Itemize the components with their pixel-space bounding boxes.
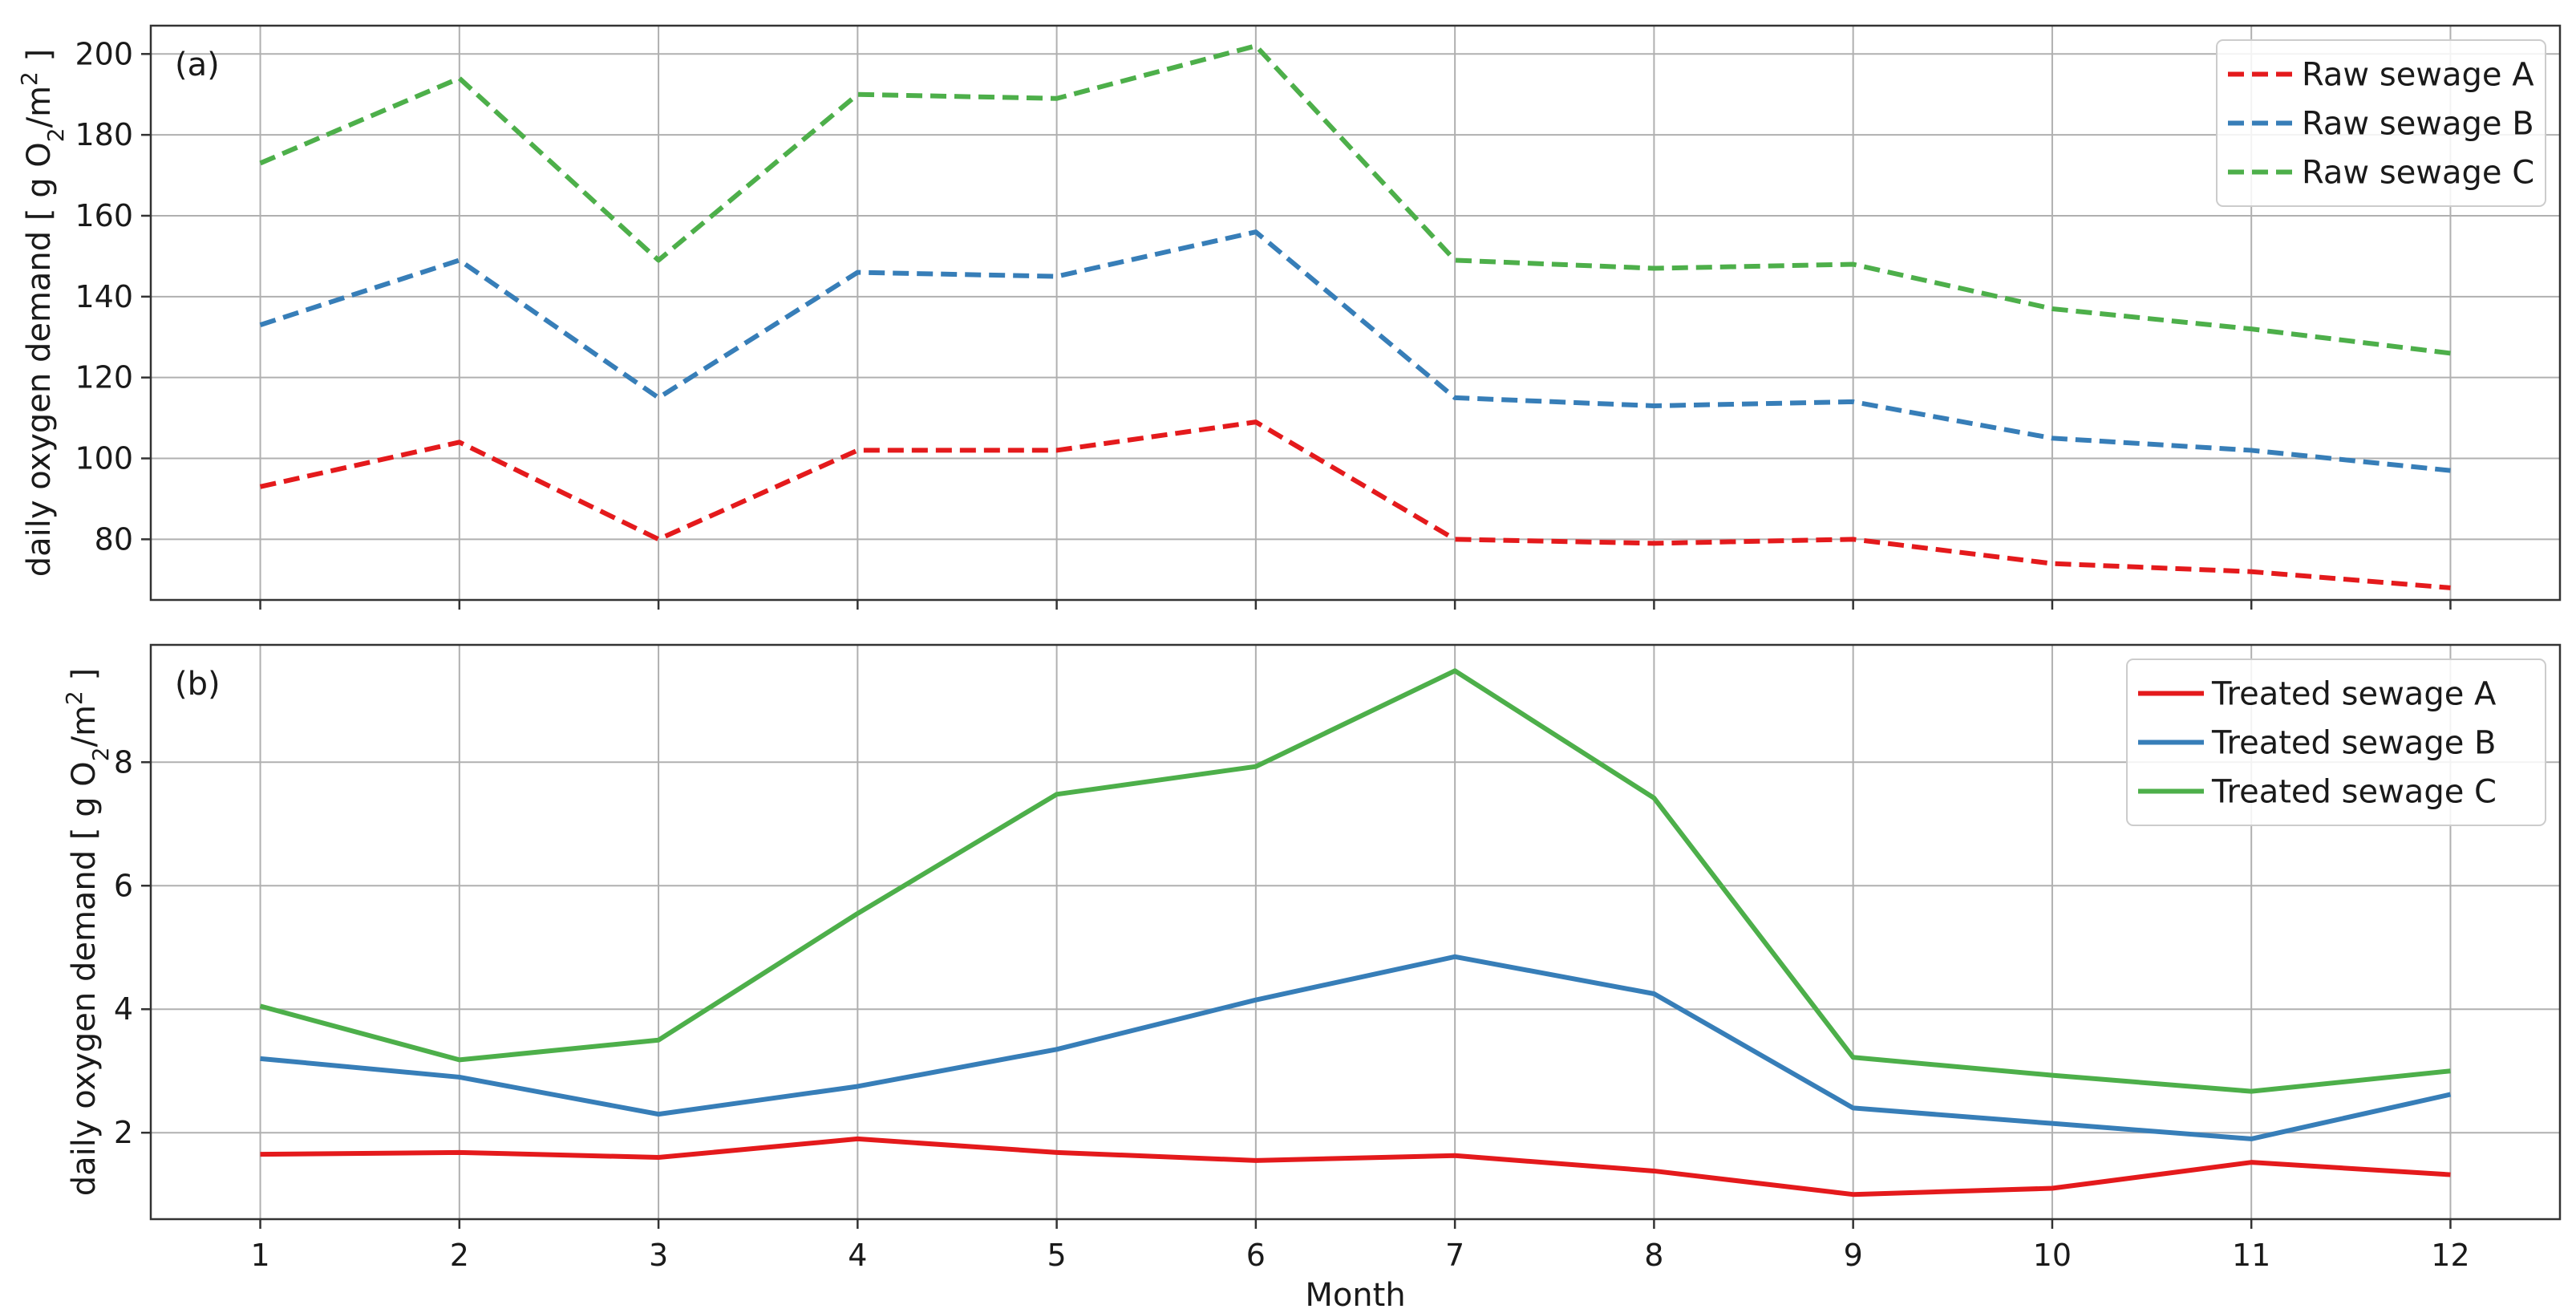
- x-tick-label: 12: [2431, 1238, 2469, 1273]
- y-tick-label: 120: [75, 360, 133, 395]
- y-ticks-a: 80 100 120 140 160 180 200: [75, 36, 151, 557]
- legend-label: Treated sewage B: [2211, 725, 2496, 762]
- panel-label-b: (b): [175, 666, 221, 703]
- y-tick-label: 140: [75, 279, 133, 314]
- x-ticks-b: 1 2 3 4 5 6 7 8 9 10 11 12: [250, 1219, 2470, 1273]
- plot-frame-a: [149, 24, 2562, 602]
- series-line: [260, 954, 2452, 1141]
- legend-label: Raw sewage C: [2302, 155, 2534, 192]
- legend-label: Treated sewage A: [2211, 676, 2497, 713]
- y-tick-label: 4: [114, 991, 133, 1027]
- series-a: [259, 43, 2451, 590]
- y-tick-label: 180: [75, 117, 133, 152]
- x-tick-label: 10: [2033, 1238, 2072, 1273]
- series-line: [260, 1136, 2451, 1198]
- y-tick-label: 100: [75, 441, 133, 476]
- plot-frame-b: [149, 643, 2562, 1221]
- y-tick-label: 2: [114, 1115, 133, 1150]
- series-line: [259, 419, 2451, 590]
- legend-box: [2126, 659, 2546, 826]
- series-line: [259, 229, 2451, 473]
- y-axis-title-a: daily oxygen demand [ g O2/m2 ]: [16, 49, 69, 577]
- series-line: [259, 43, 2451, 356]
- x-tick-label: 2: [450, 1238, 469, 1273]
- x-axis-title: Month: [1305, 1277, 1405, 1313]
- x-ticks-a: [259, 600, 2452, 610]
- x-tick-label: 11: [2232, 1238, 2270, 1273]
- legend-label: Raw sewage A: [2302, 57, 2534, 94]
- series-line: [259, 668, 2451, 1094]
- x-tick-label: 8: [1644, 1238, 1663, 1273]
- chart-panel-a: 80 100 120 140 160 180 200 (a) daily oxygen de…: [16, 24, 2562, 610]
- x-tick-label: 6: [1246, 1238, 1266, 1273]
- panel-label-a: (a): [175, 47, 220, 83]
- x-tick-label: 5: [1047, 1238, 1067, 1273]
- y-axis-title-b: daily oxygen demand [ g O2/m2 ]: [61, 668, 114, 1196]
- y-tick-label: 8: [114, 744, 133, 780]
- x-tick-label: 3: [649, 1238, 668, 1273]
- y-tick-label: 200: [75, 36, 133, 71]
- x-tick-label: 7: [1445, 1238, 1464, 1273]
- x-tick-label: 9: [1844, 1238, 1863, 1273]
- series-b: [259, 668, 2452, 1198]
- y-tick-label: 160: [75, 198, 133, 233]
- x-tick-label: 1: [250, 1238, 269, 1273]
- legend-label: Raw sewage B: [2302, 106, 2534, 143]
- legend-box: [2216, 39, 2546, 207]
- y-tick-label: 6: [114, 868, 133, 903]
- x-tick-label: 4: [848, 1238, 867, 1273]
- legend-b: Treated sewage A Treated sewage B Treated …: [2126, 659, 2546, 826]
- legend-a: Raw sewage A Raw sewage B Raw sewage C: [2216, 39, 2546, 207]
- y-ticks-b: 2 4 6 8: [114, 744, 151, 1150]
- y-tick-label: 80: [95, 521, 133, 557]
- legend-label: Treated sewage C: [2211, 774, 2497, 811]
